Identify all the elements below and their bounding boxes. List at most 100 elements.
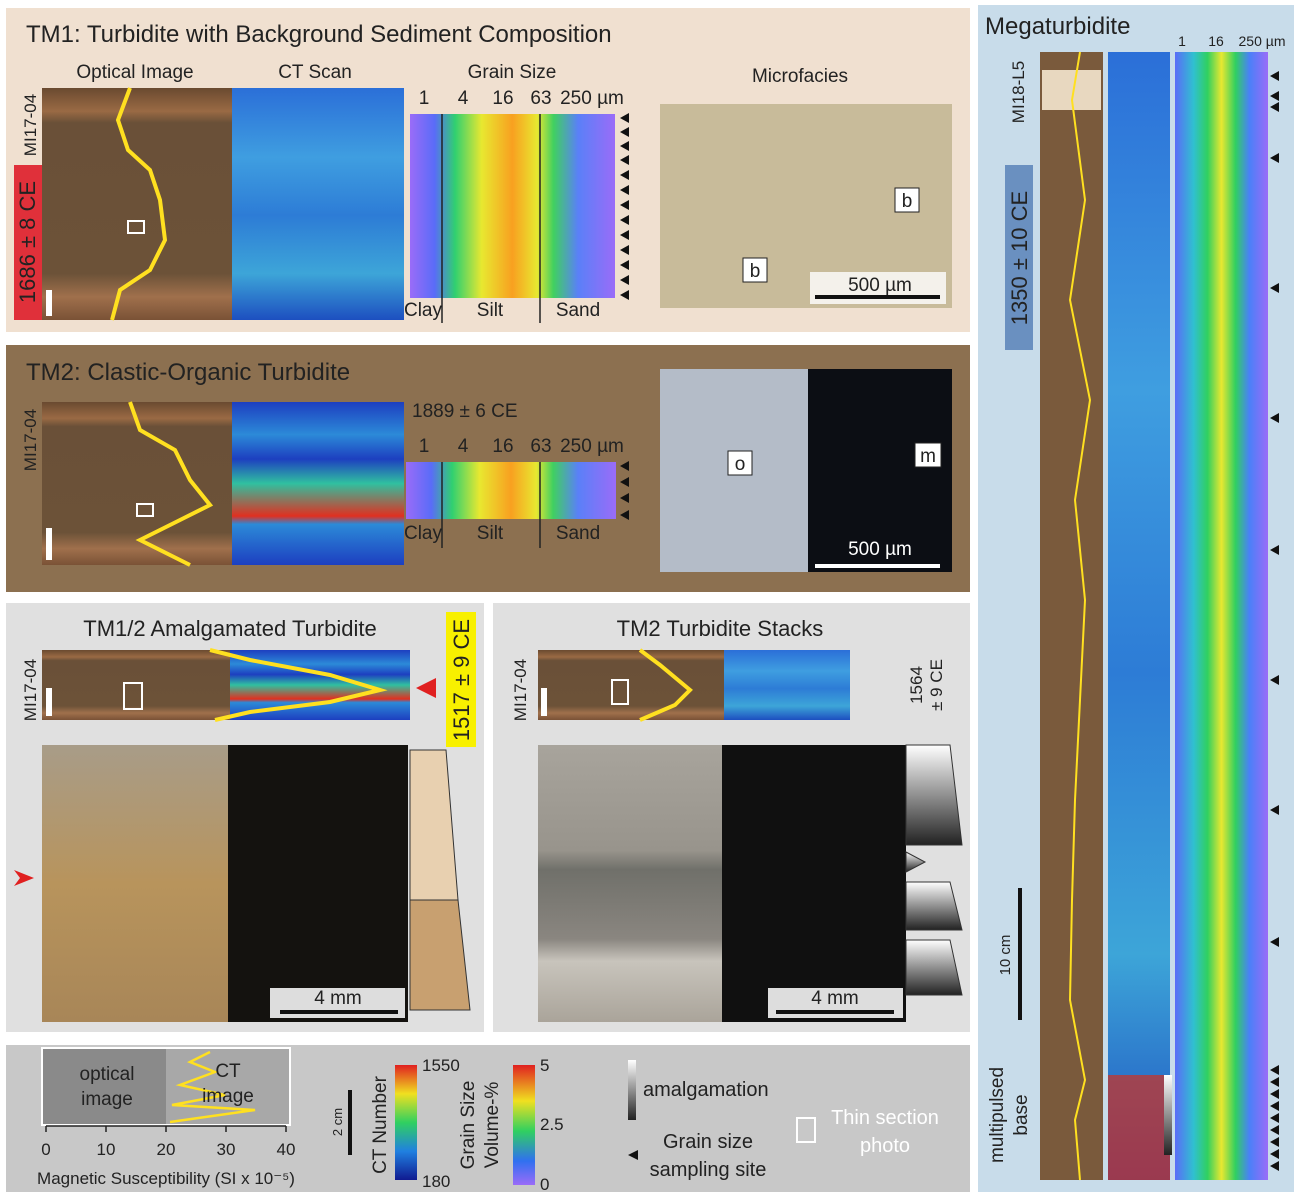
fraction-label: Sand xyxy=(556,523,600,544)
colorbar-tick: 180 xyxy=(422,1172,450,1191)
scale-bar xyxy=(46,688,52,716)
body: TM1: Turbidite with Background Sediment … xyxy=(0,0,1298,1194)
grain-tick: 63 xyxy=(530,88,551,109)
base-label: base xyxy=(1011,1094,1032,1135)
colorbar-title: Grain Size xyxy=(458,1081,479,1170)
scale-label: 500 µm xyxy=(848,539,912,560)
legend-label: optical xyxy=(80,1064,135,1085)
optical-image xyxy=(538,650,724,720)
legend-label: Thin section xyxy=(831,1107,939,1129)
ct-image xyxy=(232,88,404,320)
fraction-label: Silt xyxy=(477,523,504,544)
grain-size-map xyxy=(406,462,616,519)
legend-label: image xyxy=(81,1089,133,1110)
panel-title: TM1/2 Amalgamated Turbidite xyxy=(83,616,376,641)
grain-tick: 1 xyxy=(419,436,430,457)
thin-section-ppl xyxy=(538,745,722,1022)
age-label: 1517 ± 9 CE xyxy=(449,619,474,741)
ct-image xyxy=(1108,52,1170,1180)
fraction-label: Clay xyxy=(404,523,443,544)
panel-title: TM2 Turbidite Stacks xyxy=(617,616,824,641)
panel-title: Megaturbidite xyxy=(985,13,1130,40)
ct-image xyxy=(232,402,404,565)
grain-size-map xyxy=(1175,52,1268,1180)
thin-section-xpl xyxy=(228,745,408,1022)
ms-tick-label: 40 xyxy=(277,1140,296,1159)
fraction-label: Silt xyxy=(477,300,504,321)
ms-tick-label: 0 xyxy=(41,1140,50,1159)
grain-tick: 250 µm xyxy=(560,436,624,457)
legend-label: sampling site xyxy=(650,1159,767,1181)
scale-label: 4 mm xyxy=(811,988,859,1009)
optical-image xyxy=(42,88,232,320)
column-header: Microfacies xyxy=(752,66,848,87)
grain-size-map xyxy=(410,114,615,298)
panel-title: TM1: Turbidite with Background Sediment … xyxy=(26,21,612,48)
base-label: multipulsed xyxy=(987,1067,1008,1163)
photo-label: m xyxy=(920,446,936,467)
grain-tick: 4 xyxy=(458,88,469,109)
legend-label: image xyxy=(202,1086,254,1107)
age-label: 1686 ± 8 CE xyxy=(15,181,40,303)
scale-label: 2 cm xyxy=(330,1108,345,1136)
ct-image xyxy=(724,650,850,720)
gs-colorbar xyxy=(513,1065,535,1185)
scale-bar xyxy=(46,528,52,560)
panel-title: TM2: Clastic-Organic Turbidite xyxy=(26,359,350,386)
core-label: MI17-04 xyxy=(21,659,40,721)
ms-tick-label: 30 xyxy=(217,1140,236,1159)
grain-tick: 250 µm xyxy=(1239,33,1286,49)
scale-bar xyxy=(541,688,547,716)
age-label: ± 9 CE xyxy=(927,659,946,711)
colorbar-title: CT Number xyxy=(370,1075,391,1174)
figure: TM1: Turbidite with Background Sediment … xyxy=(0,0,1298,1194)
grain-tick: 16 xyxy=(492,436,513,457)
grain-tick: 4 xyxy=(458,436,469,457)
grain-tick: 63 xyxy=(530,436,551,457)
page: Turbidite figure { "tm1": {"title": "TM1… xyxy=(0,0,1298,1194)
grain-tick: 16 xyxy=(1208,33,1224,49)
legend-label: amalgamation xyxy=(643,1079,769,1101)
colorbar-tick: 2.5 xyxy=(540,1115,564,1134)
legend-label: Grain size xyxy=(663,1131,753,1153)
core-label: MI18-L5 xyxy=(1009,61,1028,123)
scale-bar xyxy=(46,290,52,316)
grain-tick: 250 µm xyxy=(560,88,624,109)
colorbar-tick: 1550 xyxy=(422,1056,460,1075)
fraction-label: Sand xyxy=(556,300,600,321)
core-label: MI17-04 xyxy=(21,409,40,471)
core-label: MI17-04 xyxy=(511,659,530,721)
age-label: 1564 xyxy=(907,666,926,704)
photo-label: b xyxy=(902,191,913,212)
grain-tick: 16 xyxy=(492,88,513,109)
amalgamation-symbol xyxy=(1164,1075,1172,1155)
age-label: 1889 ± 6 CE xyxy=(412,401,518,422)
grain-tick: 1 xyxy=(1178,33,1186,49)
fraction-label: Clay xyxy=(404,300,443,321)
legend-optical xyxy=(42,1048,166,1125)
ms-tick-label: 10 xyxy=(97,1140,116,1159)
core-label: MI17-04 xyxy=(21,94,40,156)
optical-band xyxy=(1042,70,1101,110)
amalgamation-symbol xyxy=(628,1060,636,1120)
colorbar-tick: 5 xyxy=(540,1056,549,1075)
age-label: 1350 ± 10 CE xyxy=(1007,191,1032,325)
colorbar-title: Volume-% xyxy=(482,1082,503,1169)
ms-tick-label: 20 xyxy=(157,1140,176,1159)
grain-tick: 1 xyxy=(419,88,430,109)
column-header: Grain Size xyxy=(468,62,557,83)
scale-label: 500 µm xyxy=(848,275,912,296)
thin-section-xpl xyxy=(722,745,906,1022)
colorbar-tick: 0 xyxy=(540,1175,549,1194)
ct-base xyxy=(1108,1075,1170,1180)
ct-colorbar xyxy=(395,1065,417,1180)
scale-label: 4 mm xyxy=(314,988,362,1009)
column-header: CT Scan xyxy=(278,62,352,83)
column-header: Optical Image xyxy=(76,62,193,83)
scale-label: 10 cm xyxy=(997,935,1014,976)
legend-label: CT xyxy=(215,1061,241,1082)
photo-label: b xyxy=(750,261,761,282)
legend-label: photo xyxy=(860,1135,910,1157)
axis-title: Magnetic Susceptibility (SI x 10⁻⁵) xyxy=(37,1169,295,1188)
photo-label: o xyxy=(735,454,746,475)
